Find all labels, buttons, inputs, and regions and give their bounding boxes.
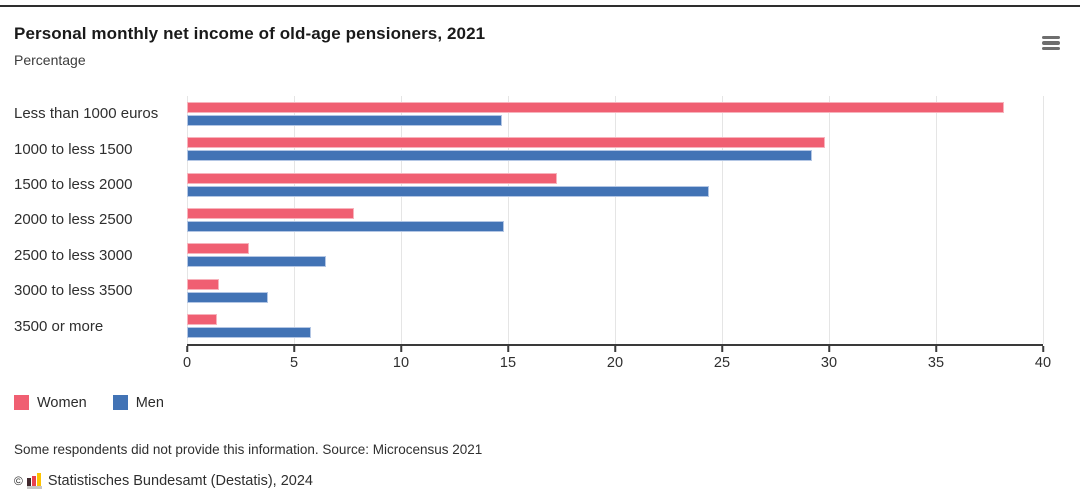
axis-tick [828,345,830,352]
axis-tick-label: 40 [1034,354,1052,371]
chart-title: Personal monthly net income of old-age p… [14,24,486,43]
bar-women[interactable] [187,314,217,326]
plot-area [187,131,1043,166]
legend-swatch-women [14,395,29,411]
axis-tick-label: 25 [713,354,731,371]
plot-area [187,202,1043,237]
category-label: 3000 to less 3500 [14,282,133,300]
bar-men[interactable] [187,256,327,268]
axis-tick [614,345,616,352]
axis-tick-label: 15 [499,354,517,371]
bar-men[interactable] [187,185,710,197]
axis-tick-label: 0 [182,354,192,371]
category-label: 2000 to less 2500 [14,211,133,229]
bar-women[interactable] [187,172,558,184]
bar-men[interactable] [187,327,312,339]
category-label: 1500 to less 2000 [14,176,133,194]
plot-area [187,167,1043,202]
copyright-text: Statistisches Bundesamt (Destatis), 2024 [47,472,313,489]
hamburger-bar [1042,46,1060,51]
plot-area [187,238,1043,273]
category-label: 2500 to less 3000 [14,246,133,264]
chart-row: 3500 or more [14,309,1080,344]
chart-rows: Less than 1000 euros 1000 to less 1500 150… [14,96,1080,344]
category-label: Less than 1000 euros [14,105,159,123]
chart-legend: Women Men [14,395,1080,411]
chart-row: Less than 1000 euros [14,96,1080,131]
bar-women[interactable] [187,207,354,219]
chart-row: 1500 to less 2000 [14,167,1080,202]
hamburger-bar [1042,35,1060,40]
bar-chart: Less than 1000 euros 1000 to less 1500 150… [14,96,1080,380]
legend-item-men[interactable]: Men [112,394,164,411]
axis-tick-label: 10 [392,354,410,371]
plot-area [187,96,1043,131]
chart-subtitle: Percentage [14,52,86,68]
chart-card: Personal monthly net income of old-age p… [0,5,1080,489]
axis-tick-label: 5 [289,354,299,371]
bar-men[interactable] [187,291,269,303]
axis-tick-label: 30 [820,354,838,371]
axis-tick [935,345,937,352]
chart-row: 3000 to less 3500 [14,273,1080,308]
hamburger-bar [1042,41,1060,45]
legend-swatch-men [112,395,128,411]
axis-tick [293,345,295,352]
legend-label: Men [135,394,164,411]
axis-tick [1042,345,1044,352]
axis-tick [400,345,402,352]
axis-tick [186,345,188,352]
bar-women[interactable] [187,137,825,149]
axis-tick-label: 20 [606,354,624,371]
bar-men[interactable] [187,150,812,162]
bar-women[interactable] [187,101,1005,113]
chart-row: 1000 to less 1500 [14,131,1080,166]
copyright-symbol: © [14,473,23,488]
axis-tick [721,345,723,352]
category-label: 3500 or more [14,317,104,335]
footnote: Some respondents did not provide this in… [14,441,483,457]
legend-label: Women [37,394,87,411]
hamburger-menu-icon[interactable] [1042,33,1064,53]
chart-row: 2500 to less 3000 [14,238,1080,273]
bar-men[interactable] [187,220,504,232]
axis-tick [507,345,509,352]
chart-row: 2000 to less 2500 [14,202,1080,237]
legend-item-women[interactable]: Women [14,395,87,411]
bar-men[interactable] [187,114,502,126]
axis-tick-label: 35 [927,354,945,371]
plot-area [187,273,1043,308]
bar-women[interactable] [187,278,220,290]
x-axis: 0 5 10 15 20 25 30 35 40 [183,343,1051,380]
bar-women[interactable] [187,243,250,255]
category-label: 1000 to less 1500 [14,140,133,158]
plot-area [187,309,1043,344]
